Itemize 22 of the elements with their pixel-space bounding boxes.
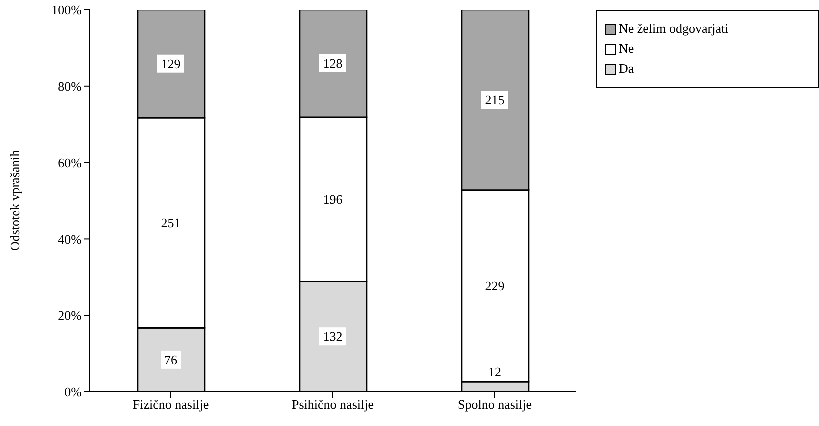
legend-label: Ne bbox=[619, 41, 634, 57]
y-tick-label: 100% bbox=[52, 2, 82, 18]
annotation: 76 bbox=[164, 352, 178, 368]
annotation: 132 bbox=[323, 329, 343, 344]
legend-label: Ne želim odgovarjati bbox=[619, 21, 729, 37]
y-tick-label: 20% bbox=[58, 308, 82, 324]
annotation: 229 bbox=[485, 278, 505, 294]
y-tick-label: 40% bbox=[58, 232, 82, 247]
annotation: 196 bbox=[323, 192, 344, 207]
annotation: 251 bbox=[161, 216, 181, 231]
y-tick-label: 60% bbox=[58, 155, 82, 170]
y-tick-label: 80% bbox=[58, 79, 82, 94]
legend-label: Da bbox=[619, 61, 634, 77]
y-tick-label: 0% bbox=[64, 384, 82, 400]
x-tick-label: Psihično nasilje bbox=[292, 397, 374, 412]
x-tick-label: Fizično nasilje bbox=[132, 397, 210, 412]
annotation: 129 bbox=[161, 56, 181, 72]
annotation: 215 bbox=[485, 92, 505, 108]
annotation: 128 bbox=[323, 56, 343, 71]
annotation: 12 bbox=[488, 364, 502, 380]
y-axis-title: Odstotek vprašanih bbox=[8, 150, 23, 251]
x-tick-label: Spolno nasilje bbox=[458, 397, 532, 412]
